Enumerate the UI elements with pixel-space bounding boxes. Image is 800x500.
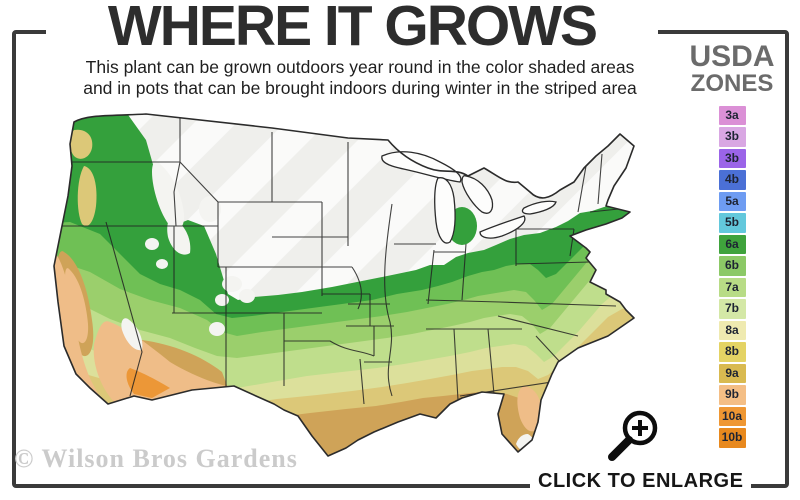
us-outline <box>53 113 635 457</box>
lake-huron <box>461 175 494 214</box>
mottle-utah <box>167 218 191 255</box>
lake-michigan <box>434 177 456 244</box>
zone-swatch-7a: 7a <box>718 277 746 298</box>
zone-swatch-3b: 3b <box>718 127 746 147</box>
zone-swatch-6b: 6b <box>718 256 746 276</box>
zone-swatch-10a: 10a <box>718 406 746 427</box>
zone-patch-yuma-orange <box>126 368 170 398</box>
zone-swatch-4b: 4b <box>718 170 746 190</box>
zone-patch-or-valley <box>77 166 97 226</box>
zone-swatch-3a: 3a <box>718 106 746 126</box>
zone-swatch-7b: 7b <box>718 299 746 319</box>
lake-erie <box>479 215 526 239</box>
legend-title-zones: ZONES <box>690 70 774 97</box>
mottle-nevada-2 <box>156 259 168 269</box>
subtitle-line-2: and in pots that can be brought indoors … <box>83 78 637 98</box>
mottle-idaho <box>152 161 185 230</box>
zone-patch-ca-valley <box>64 268 89 344</box>
lake-ontario <box>521 200 557 215</box>
subtitle: This plant can be grown outdoors year ro… <box>60 57 660 99</box>
great-lakes <box>381 151 557 244</box>
state-borders <box>58 116 629 405</box>
us-hardiness-zone-map[interactable] <box>30 106 670 474</box>
zone-patch-mojave-az <box>93 321 226 402</box>
zone-patch-wa-coast <box>69 129 93 159</box>
zone-swatch-5b: 5b <box>718 213 746 233</box>
zone-list: 3a 3b 3b 4b 5a 5b 6a 6b 7a 7b 8a 8b 9a 9b 10a 10b <box>682 106 782 448</box>
zone-swatch-6a: 6a <box>718 234 746 255</box>
mottle-yellowstone <box>199 196 221 222</box>
mottle-colorado-1 <box>222 276 242 292</box>
zone-patch-central-florida <box>517 386 542 432</box>
page-title: WHERE IT GROWS <box>46 0 658 58</box>
zone-swatch-10b: 10b <box>718 428 746 448</box>
usda-zones-legend: USDA ZONES 3a 3b 3b 4b 5a 5b 6a 6b 7a 7b 8a 8b 9a 9b 1… <box>682 42 782 450</box>
zone-swatch-9a: 9a <box>718 363 746 384</box>
mottle-sierra-edge <box>121 318 143 351</box>
mottle-nevada-1 <box>145 238 159 250</box>
zone-shading <box>54 114 634 456</box>
legend-title-usda: USDA <box>689 40 775 73</box>
zoom-in-icon[interactable] <box>602 406 664 468</box>
subtitle-line-1: This plant can be grown outdoors year ro… <box>85 57 635 77</box>
mottle-new-mexico <box>209 322 225 336</box>
zone-swatch-5a: 5a <box>718 191 746 212</box>
mottle-colorado-3 <box>215 294 229 306</box>
watermark: © Wilson Bros Gardens <box>14 444 298 473</box>
zone-swatch-9b: 9b <box>718 385 746 405</box>
zone-swatch-8b: 8b <box>718 342 746 362</box>
click-to-enlarge-button[interactable]: CLICK TO ENLARGE <box>530 468 752 499</box>
mottle-colorado-2 <box>239 289 255 303</box>
zone-swatch-8a: 8a <box>718 320 746 341</box>
lake-superior <box>381 151 462 183</box>
zone-swatch-3b: 3b <box>718 148 746 169</box>
